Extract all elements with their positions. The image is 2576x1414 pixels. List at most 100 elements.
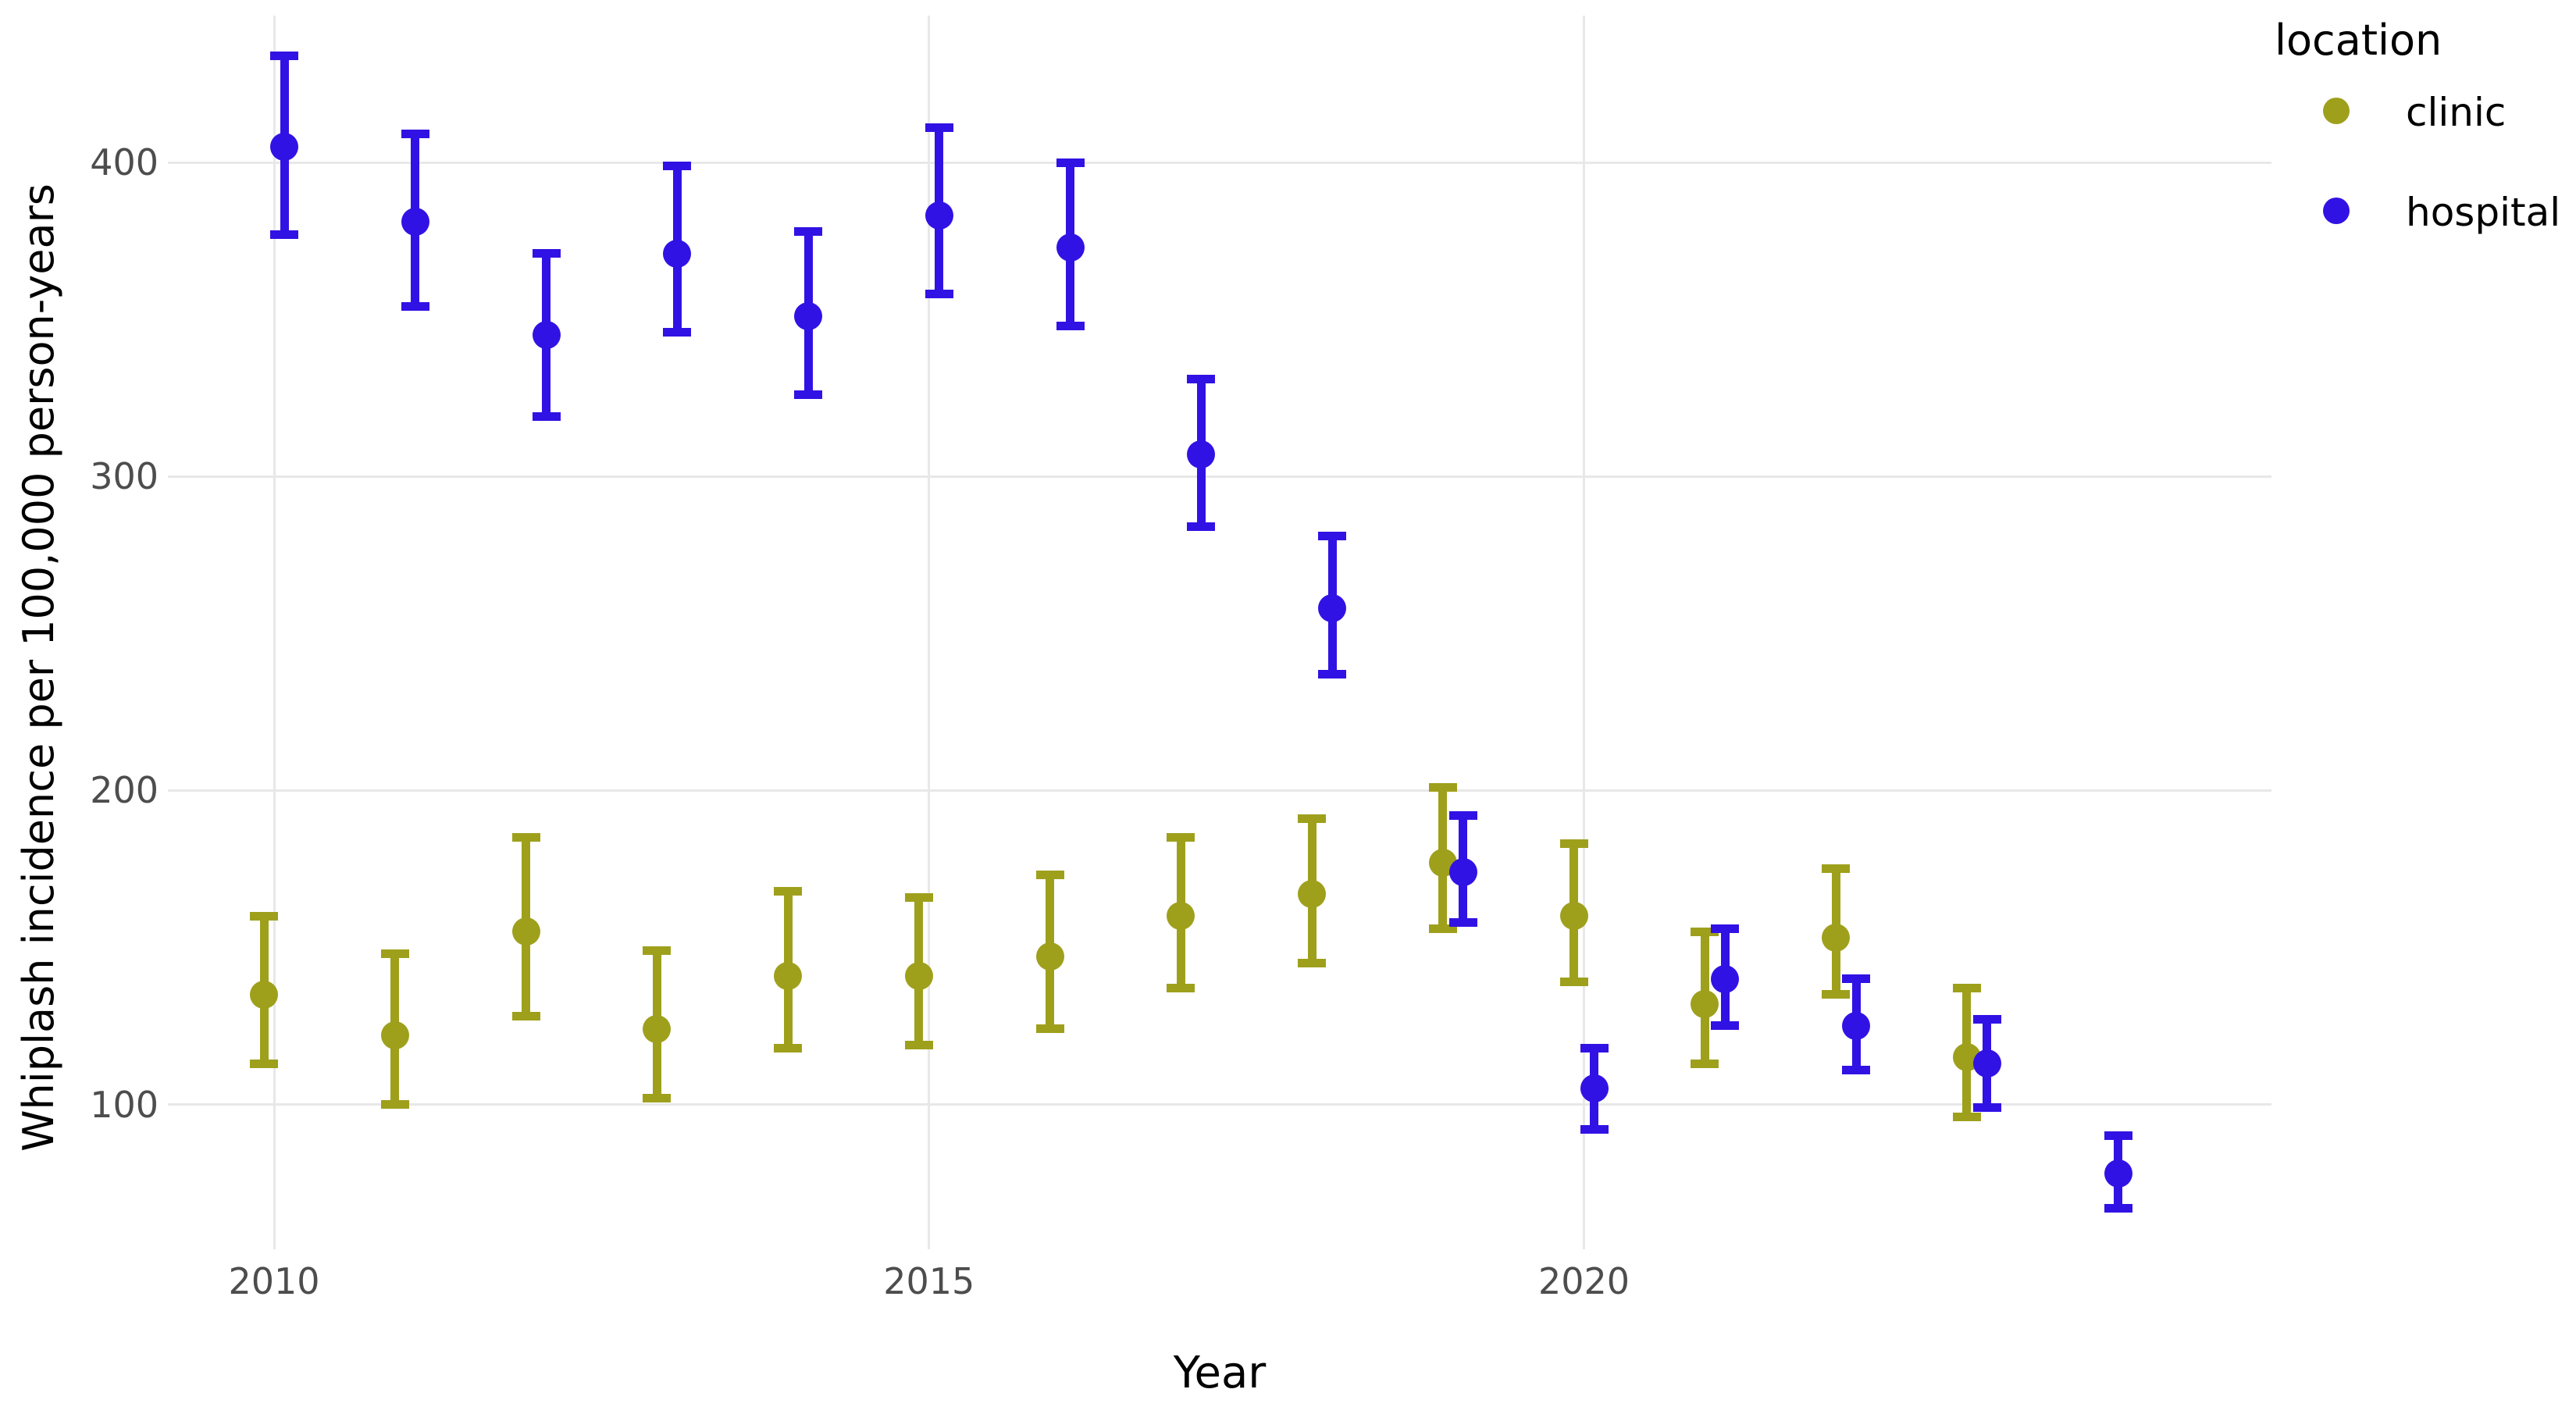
errorbar-cap-lower-hospital-2010 — [270, 230, 298, 239]
errorbar-cap-lower-clinic-2012 — [511, 1012, 540, 1021]
errorbar-cap-upper-clinic-2020 — [1559, 839, 1588, 849]
point-hospital-2015 — [925, 201, 953, 230]
plot-panel — [168, 16, 2271, 1249]
point-hospital-2011 — [401, 208, 429, 237]
point-hospital-2023 — [1972, 1049, 2001, 1078]
errorbar-cap-upper-hospital-2023 — [1972, 1015, 2001, 1024]
errorbar-cap-upper-hospital-2018 — [1318, 532, 1346, 541]
hospital-point-icon — [2323, 198, 2350, 225]
point-hospital-2019 — [1448, 857, 1477, 886]
errorbar-cap-upper-clinic-2016 — [1035, 871, 1064, 880]
errorbar-cap-lower-clinic-2018 — [1298, 959, 1326, 968]
errorbar-cap-lower-hospital-2019 — [1448, 917, 1477, 927]
errorbar-cap-upper-hospital-2010 — [270, 51, 298, 60]
point-clinic-2015 — [904, 961, 933, 990]
errorbar-cap-lower-clinic-2023 — [1952, 1113, 1981, 1122]
x-tick-label-2010: 2010 — [228, 1260, 320, 1302]
errorbar-cap-lower-clinic-2015 — [904, 1040, 933, 1049]
errorbar-cap-upper-clinic-2023 — [1952, 984, 1981, 993]
errorbar-cap-upper-clinic-2011 — [380, 949, 409, 958]
errorbar-cap-upper-clinic-2017 — [1167, 833, 1195, 842]
errorbar-cap-lower-hospital-2020 — [1580, 1125, 1609, 1134]
point-hospital-2016 — [1056, 233, 1085, 262]
y-tick-label-100: 100 — [90, 1083, 159, 1126]
legend-item-clinic: clinic — [2275, 93, 2571, 193]
errorbar-cap-upper-hospital-2022 — [1842, 974, 1870, 984]
errorbar-cap-upper-clinic-2019 — [1428, 782, 1457, 792]
point-hospital-2013 — [663, 239, 692, 268]
errorbar-cap-lower-hospital-2013 — [663, 327, 692, 337]
gridline-x-2010 — [273, 16, 276, 1249]
errorbar-cap-upper-hospital-2021 — [1711, 924, 1740, 933]
errorbar-cap-upper-hospital-2014 — [794, 226, 822, 236]
point-hospital-2022 — [1842, 1011, 1870, 1040]
y-tick-label-300: 300 — [90, 455, 159, 498]
point-clinic-2014 — [774, 961, 802, 990]
errorbar-cap-upper-hospital-2015 — [925, 123, 953, 133]
legend-label-clinic: clinic — [2406, 90, 2507, 136]
errorbar-cap-upper-hospital-2019 — [1448, 811, 1477, 820]
errorbar-cap-upper-clinic-2018 — [1298, 814, 1326, 824]
point-clinic-2012 — [511, 917, 540, 946]
legend: location clinic hospital — [2275, 17, 2571, 293]
errorbar-cap-lower-hospital-2015 — [925, 290, 953, 299]
point-hospital-2017 — [1187, 440, 1216, 469]
errorbar-cap-upper-hospital-2012 — [532, 249, 561, 258]
errorbar-cap-upper-clinic-2022 — [1822, 864, 1850, 874]
point-clinic-2016 — [1035, 942, 1064, 971]
clinic-point-icon — [2323, 98, 2350, 125]
legend-item-hospital: hospital — [2275, 193, 2571, 293]
errorbar-cap-lower-hospital-2022 — [1842, 1065, 1870, 1074]
point-clinic-2020 — [1559, 902, 1588, 931]
errorbar-cap-lower-clinic-2013 — [643, 1093, 672, 1102]
point-hospital-2010 — [270, 132, 298, 161]
errorbar-cap-upper-hospital-2020 — [1580, 1043, 1609, 1052]
legend-label-hospital: hospital — [2406, 190, 2561, 236]
point-hospital-2020 — [1580, 1074, 1609, 1103]
point-clinic-2013 — [643, 1014, 672, 1043]
point-clinic-2018 — [1298, 880, 1326, 909]
errorbar-cap-upper-hospital-2024 — [2104, 1131, 2132, 1141]
point-clinic-2011 — [380, 1021, 409, 1050]
errorbar-cap-lower-clinic-2020 — [1559, 978, 1588, 987]
errorbar-cap-lower-hospital-2012 — [532, 412, 561, 422]
errorbar-cap-upper-clinic-2015 — [904, 892, 933, 902]
errorbar-cap-lower-clinic-2021 — [1691, 1059, 1719, 1068]
gridline-y-200 — [168, 789, 2271, 792]
errorbar-cap-upper-hospital-2011 — [401, 130, 429, 139]
errorbar-cap-upper-hospital-2017 — [1187, 374, 1216, 383]
errorbar-cap-lower-clinic-2022 — [1822, 990, 1850, 999]
point-hospital-2014 — [794, 302, 822, 331]
errorbar-cap-lower-clinic-2010 — [250, 1059, 278, 1068]
gridline-y-100 — [168, 1103, 2271, 1106]
errorbar-cap-lower-hospital-2023 — [1972, 1103, 2001, 1113]
point-hospital-2024 — [2104, 1159, 2132, 1188]
errorbar-cap-upper-hospital-2013 — [663, 161, 692, 170]
errorbar-cap-lower-clinic-2011 — [380, 1100, 409, 1109]
x-tick-label-2015: 2015 — [883, 1260, 975, 1302]
gridline-x-2015 — [928, 16, 931, 1249]
errorbar-cap-upper-hospital-2016 — [1056, 158, 1085, 167]
y-axis-title: Whiplash incidence per 100,000 person-ye… — [14, 183, 63, 1152]
y-tick-label-200: 200 — [90, 769, 159, 812]
legend-title: location — [2275, 16, 2442, 65]
errorbar-cap-upper-clinic-2013 — [643, 946, 672, 955]
errorbar-cap-lower-clinic-2016 — [1035, 1024, 1064, 1034]
point-clinic-2022 — [1822, 924, 1850, 953]
point-clinic-2021 — [1691, 989, 1719, 1018]
y-tick-label-400: 400 — [90, 141, 159, 183]
point-hospital-2021 — [1711, 964, 1740, 993]
errorbar-cap-lower-clinic-2017 — [1167, 984, 1195, 993]
errorbar-cap-lower-hospital-2014 — [794, 390, 822, 400]
errorbar-cap-lower-hospital-2021 — [1711, 1021, 1740, 1031]
point-hospital-2012 — [532, 321, 561, 350]
point-hospital-2018 — [1318, 594, 1346, 623]
point-clinic-2017 — [1167, 902, 1195, 931]
gridline-x-2020 — [1583, 16, 1585, 1249]
errorbar-cap-lower-hospital-2011 — [401, 302, 429, 312]
errorbar-cap-upper-clinic-2021 — [1691, 927, 1719, 936]
errorbar-cap-lower-clinic-2019 — [1428, 924, 1457, 933]
point-clinic-2010 — [250, 980, 278, 1009]
gridline-y-400 — [168, 161, 2271, 164]
